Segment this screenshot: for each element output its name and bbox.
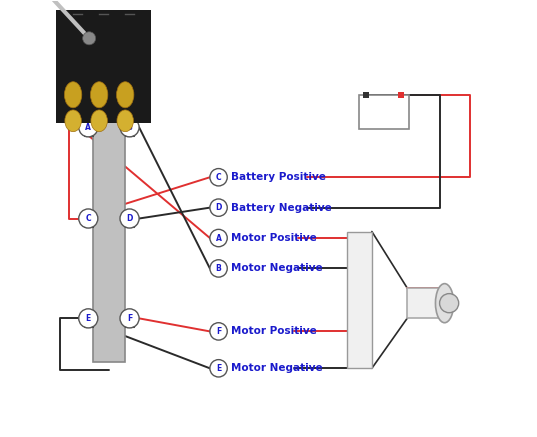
Text: E: E [86, 314, 91, 323]
Bar [364, 92, 369, 98]
Text: F: F [216, 327, 221, 336]
Bar [347, 232, 372, 368]
Bar [93, 93, 125, 362]
Circle shape [120, 209, 139, 228]
Circle shape [79, 309, 98, 328]
Circle shape [440, 294, 459, 313]
Text: Motor Negative: Motor Negative [231, 264, 322, 274]
Circle shape [83, 32, 96, 45]
Circle shape [79, 209, 98, 228]
Bar [84, 119, 93, 135]
Text: Motor Negative: Motor Negative [231, 363, 322, 373]
Bar [125, 210, 134, 227]
Circle shape [210, 169, 227, 186]
Text: B: B [216, 264, 221, 273]
Circle shape [210, 229, 227, 247]
Text: Motor Positive: Motor Positive [231, 326, 316, 336]
Ellipse shape [64, 82, 82, 108]
Ellipse shape [436, 284, 454, 323]
Ellipse shape [90, 82, 108, 108]
Text: F: F [127, 314, 132, 323]
Bar [125, 310, 134, 326]
Text: D: D [126, 214, 133, 223]
Ellipse shape [65, 110, 81, 132]
Bar [84, 210, 93, 227]
Text: A: A [85, 123, 91, 132]
Bar [408, 288, 440, 318]
Ellipse shape [117, 82, 134, 108]
Ellipse shape [91, 110, 107, 132]
Circle shape [120, 309, 139, 328]
Text: C: C [216, 173, 221, 182]
Text: B: B [127, 123, 133, 132]
Circle shape [120, 118, 139, 137]
Text: Battery Positive: Battery Positive [231, 172, 325, 182]
Circle shape [79, 118, 98, 137]
Bar [56, 10, 151, 123]
Bar [125, 119, 134, 135]
Text: A: A [216, 233, 221, 243]
Text: E: E [216, 364, 221, 373]
Circle shape [210, 323, 227, 340]
Circle shape [210, 260, 227, 277]
Bar [398, 92, 404, 98]
Text: D: D [215, 203, 222, 212]
Circle shape [210, 360, 227, 377]
Text: Motor Positive: Motor Positive [231, 233, 316, 243]
Circle shape [210, 199, 227, 216]
Bar [359, 95, 409, 129]
Ellipse shape [117, 110, 134, 132]
Text: Battery Negative: Battery Negative [231, 203, 331, 213]
Text: C: C [85, 214, 91, 223]
Bar [84, 310, 93, 326]
